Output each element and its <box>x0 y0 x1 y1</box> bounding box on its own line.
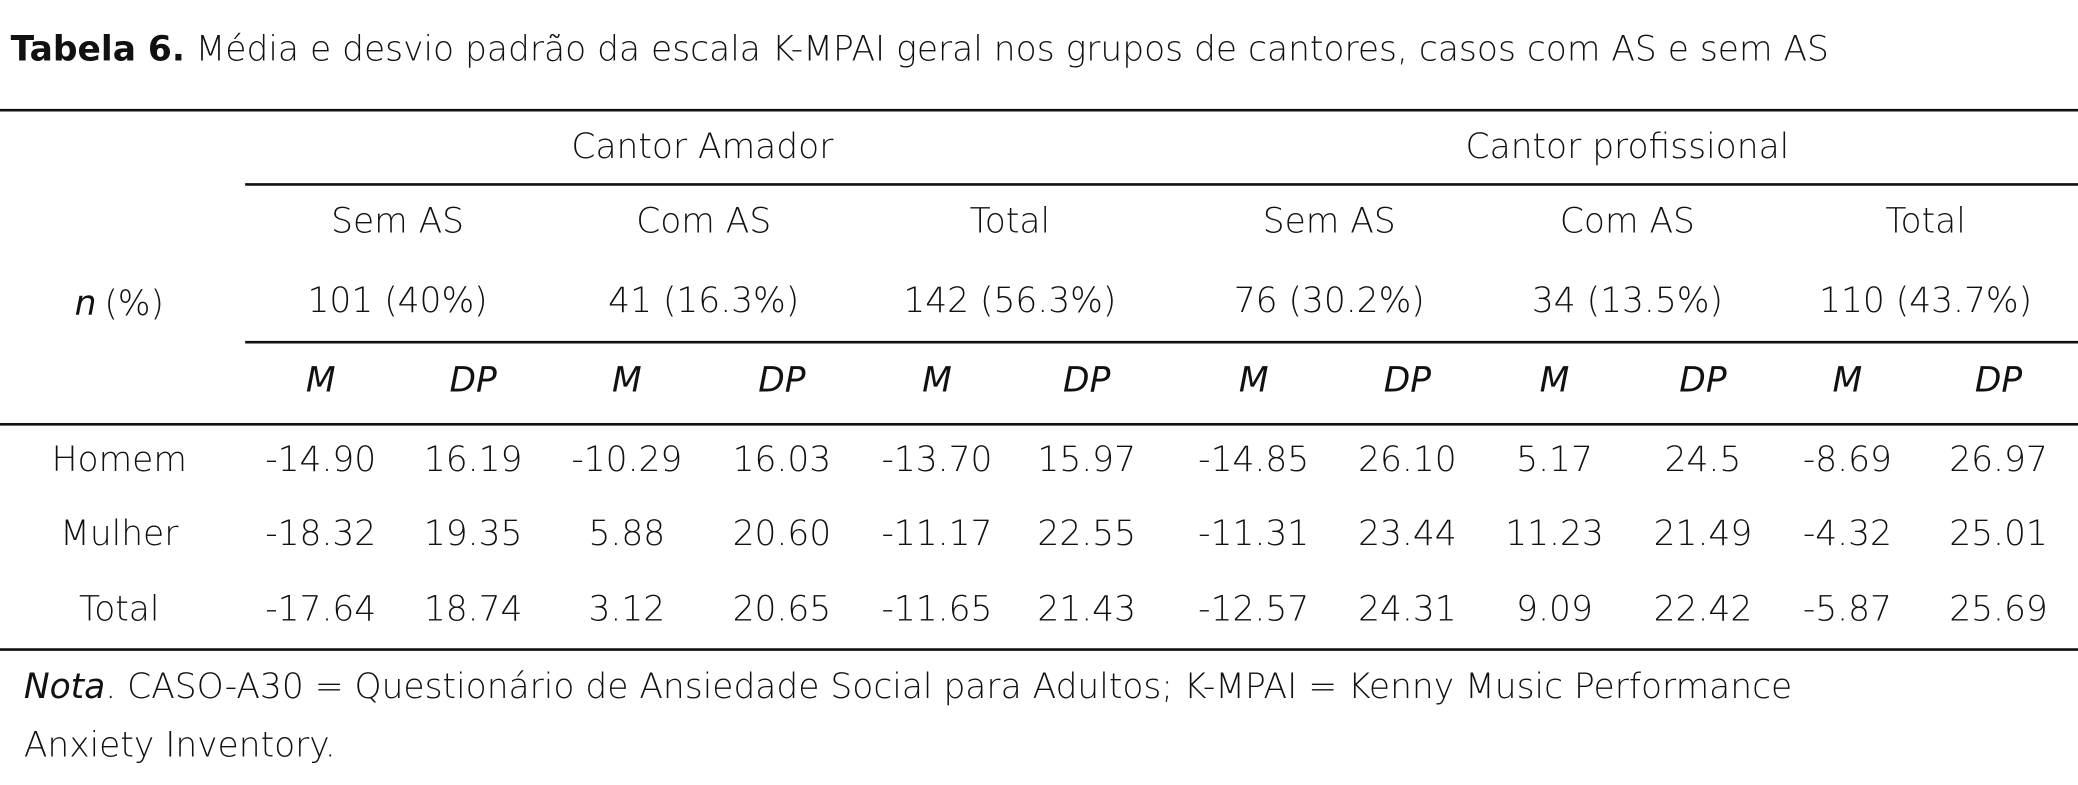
row-label: Homem <box>52 440 187 480</box>
caption-label: Tabela 6. <box>11 29 185 69</box>
cell: -18.32 <box>265 514 376 554</box>
row-label: Mulher <box>60 514 179 554</box>
cell: 15.97 <box>1037 440 1136 480</box>
note-line: Anxiety Inventory. <box>24 725 336 765</box>
subgroup-header: Total <box>970 201 1050 241</box>
n-symbol: n <box>75 284 97 324</box>
stat-header: DP <box>1063 360 1111 400</box>
note-label: Nota <box>24 667 105 707</box>
subgroup-header: Sem AS <box>331 201 464 241</box>
subgroup-header: Sem AS <box>1263 201 1396 241</box>
cell: 16.03 <box>733 440 832 480</box>
cell: 22.42 <box>1654 590 1753 630</box>
caption: Tabela 6. Média e desvio padrão da escala… <box>11 29 1829 69</box>
stat-header: DP <box>1679 360 1727 400</box>
stat-header: M <box>1833 360 1863 400</box>
cell: 3.12 <box>589 590 666 630</box>
n-value: 41 (16.3%) <box>608 281 799 321</box>
note-line: Nota. CASO-A30 = Questionário de Ansieda… <box>24 667 1792 707</box>
cell: -5.87 <box>1803 590 1892 630</box>
stat-header: M <box>306 360 336 400</box>
cell: 24.31 <box>1358 590 1457 630</box>
cell: -11.31 <box>1198 514 1309 554</box>
cell: -4.32 <box>1803 514 1892 554</box>
note-text: Anxiety Inventory. <box>24 725 336 765</box>
stat-header: DP <box>1975 360 2023 400</box>
cell: 25.01 <box>1949 514 2048 554</box>
cell: 20.65 <box>733 590 832 630</box>
stat-header: M <box>1239 360 1269 400</box>
cell: 16.19 <box>424 440 523 480</box>
cell: -11.65 <box>881 590 992 630</box>
note-text: . CASO-A30 = Questionário de Ansiedade S… <box>105 667 1792 707</box>
subgroup-header: Com AS <box>1560 201 1695 241</box>
subgroup-header: Com AS <box>636 201 771 241</box>
cell: -14.90 <box>265 440 376 480</box>
cell: -12.57 <box>1198 590 1309 630</box>
row-label: Total <box>79 590 159 630</box>
group-header: Cantor profissional <box>1466 127 1790 167</box>
cell: 25.69 <box>1949 590 2048 630</box>
cell: 9.09 <box>1516 590 1593 630</box>
cell: -14.85 <box>1198 440 1309 480</box>
cell: 26.10 <box>1358 440 1457 480</box>
stat-header: M <box>1540 360 1570 400</box>
n-value: 110 (43.7%) <box>1819 281 2032 321</box>
cell: -8.69 <box>1803 440 1892 480</box>
stat-header: M <box>922 360 952 400</box>
n-label: n (%) <box>75 284 164 324</box>
n-value: 142 (56.3%) <box>903 281 1116 321</box>
cell: -13.70 <box>881 440 992 480</box>
cell: 5.17 <box>1516 440 1593 480</box>
cell: 23.44 <box>1358 514 1457 554</box>
n-value: 34 (13.5%) <box>1532 281 1723 321</box>
stat-header: M <box>612 360 642 400</box>
cell: -11.17 <box>881 514 992 554</box>
cell: 22.55 <box>1037 514 1136 554</box>
stat-header: DP <box>758 360 806 400</box>
caption-text: Média e desvio padrão da escala K-MPAI g… <box>196 29 1829 69</box>
subgroup-header: Total <box>1885 201 1965 241</box>
stat-header: DP <box>449 360 497 400</box>
n-unit: (%) <box>104 284 164 324</box>
cell: 21.49 <box>1654 514 1753 554</box>
cell: 21.43 <box>1037 590 1136 630</box>
cell: 20.60 <box>733 514 832 554</box>
cell: 11.23 <box>1505 514 1604 554</box>
cell: -17.64 <box>265 590 376 630</box>
n-value: 76 (30.2%) <box>1234 281 1425 321</box>
group-header: Cantor Amador <box>571 127 834 167</box>
cell: 5.88 <box>589 514 666 554</box>
cell: 26.97 <box>1949 440 2048 480</box>
cell: -10.29 <box>571 440 682 480</box>
stat-header: DP <box>1384 360 1432 400</box>
cell: 24.5 <box>1665 440 1742 480</box>
cell: 18.74 <box>424 590 523 630</box>
cell: 19.35 <box>424 514 523 554</box>
n-value: 101 (40%) <box>308 281 488 321</box>
